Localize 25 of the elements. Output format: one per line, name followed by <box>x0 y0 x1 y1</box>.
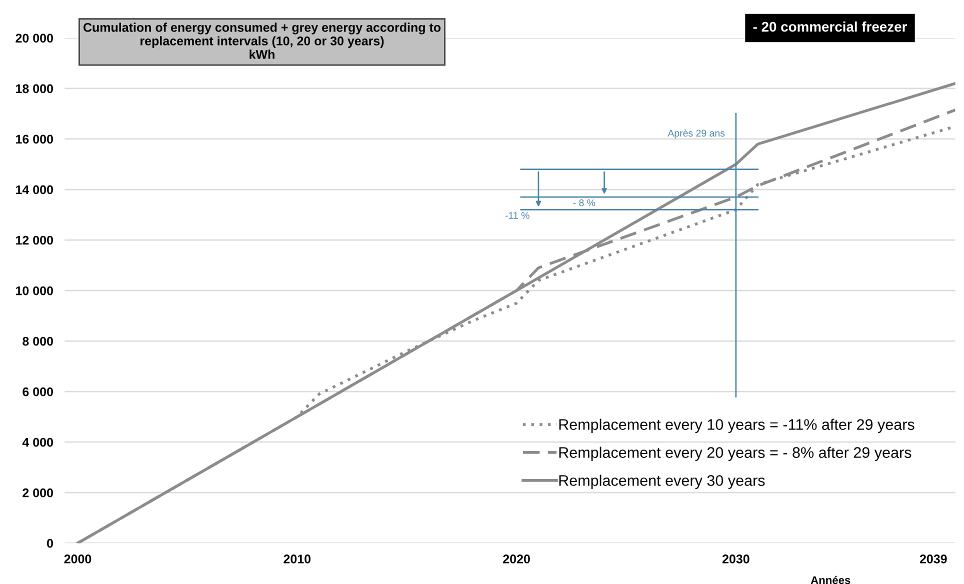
y-tick-label: 6 000 <box>22 387 53 396</box>
x-tick-label: 2010 <box>284 554 311 564</box>
x-tick-label: 2039 <box>920 554 947 564</box>
x-axis-title: Années <box>810 576 850 584</box>
legend-label: Remplacement every 30 years <box>559 474 765 489</box>
y-tick-label: 0 <box>47 538 53 548</box>
y-tick-label: 12 000 <box>16 236 53 245</box>
x-tick-label: 2000 <box>64 554 92 564</box>
y-tick-label: 16 000 <box>16 134 53 144</box>
x-tick-label: 2030 <box>722 554 750 564</box>
y-tick-label: 18 000 <box>16 84 53 94</box>
chart-title: Cumulation of energy consumed + grey energy according to replacement intervals (10, 20 or 30 years) kWh <box>83 22 441 59</box>
y-tick-label: 4 000 <box>22 438 53 447</box>
y-tick-label: 14 000 <box>16 185 53 194</box>
y-tick-label: 8 000 <box>22 336 53 346</box>
legend-label: Remplacement every 10 years = -11% after 29 years <box>559 418 914 433</box>
chart-subtitle: - 20 commercial freezer <box>753 22 907 32</box>
annotation: -11 % <box>505 212 530 219</box>
y-tick-label: 20 000 <box>16 34 53 43</box>
x-tick-label: 2020 <box>503 554 530 564</box>
y-tick-label: 2 000 <box>22 488 53 498</box>
legend-label: Remplacement every 20 years = - 8% after 29 years <box>559 446 912 461</box>
y-tick-label: 10 000 <box>16 286 53 296</box>
annotation: - 8 % <box>573 199 596 206</box>
ref-line-label: Après 29 ans <box>668 129 725 139</box>
